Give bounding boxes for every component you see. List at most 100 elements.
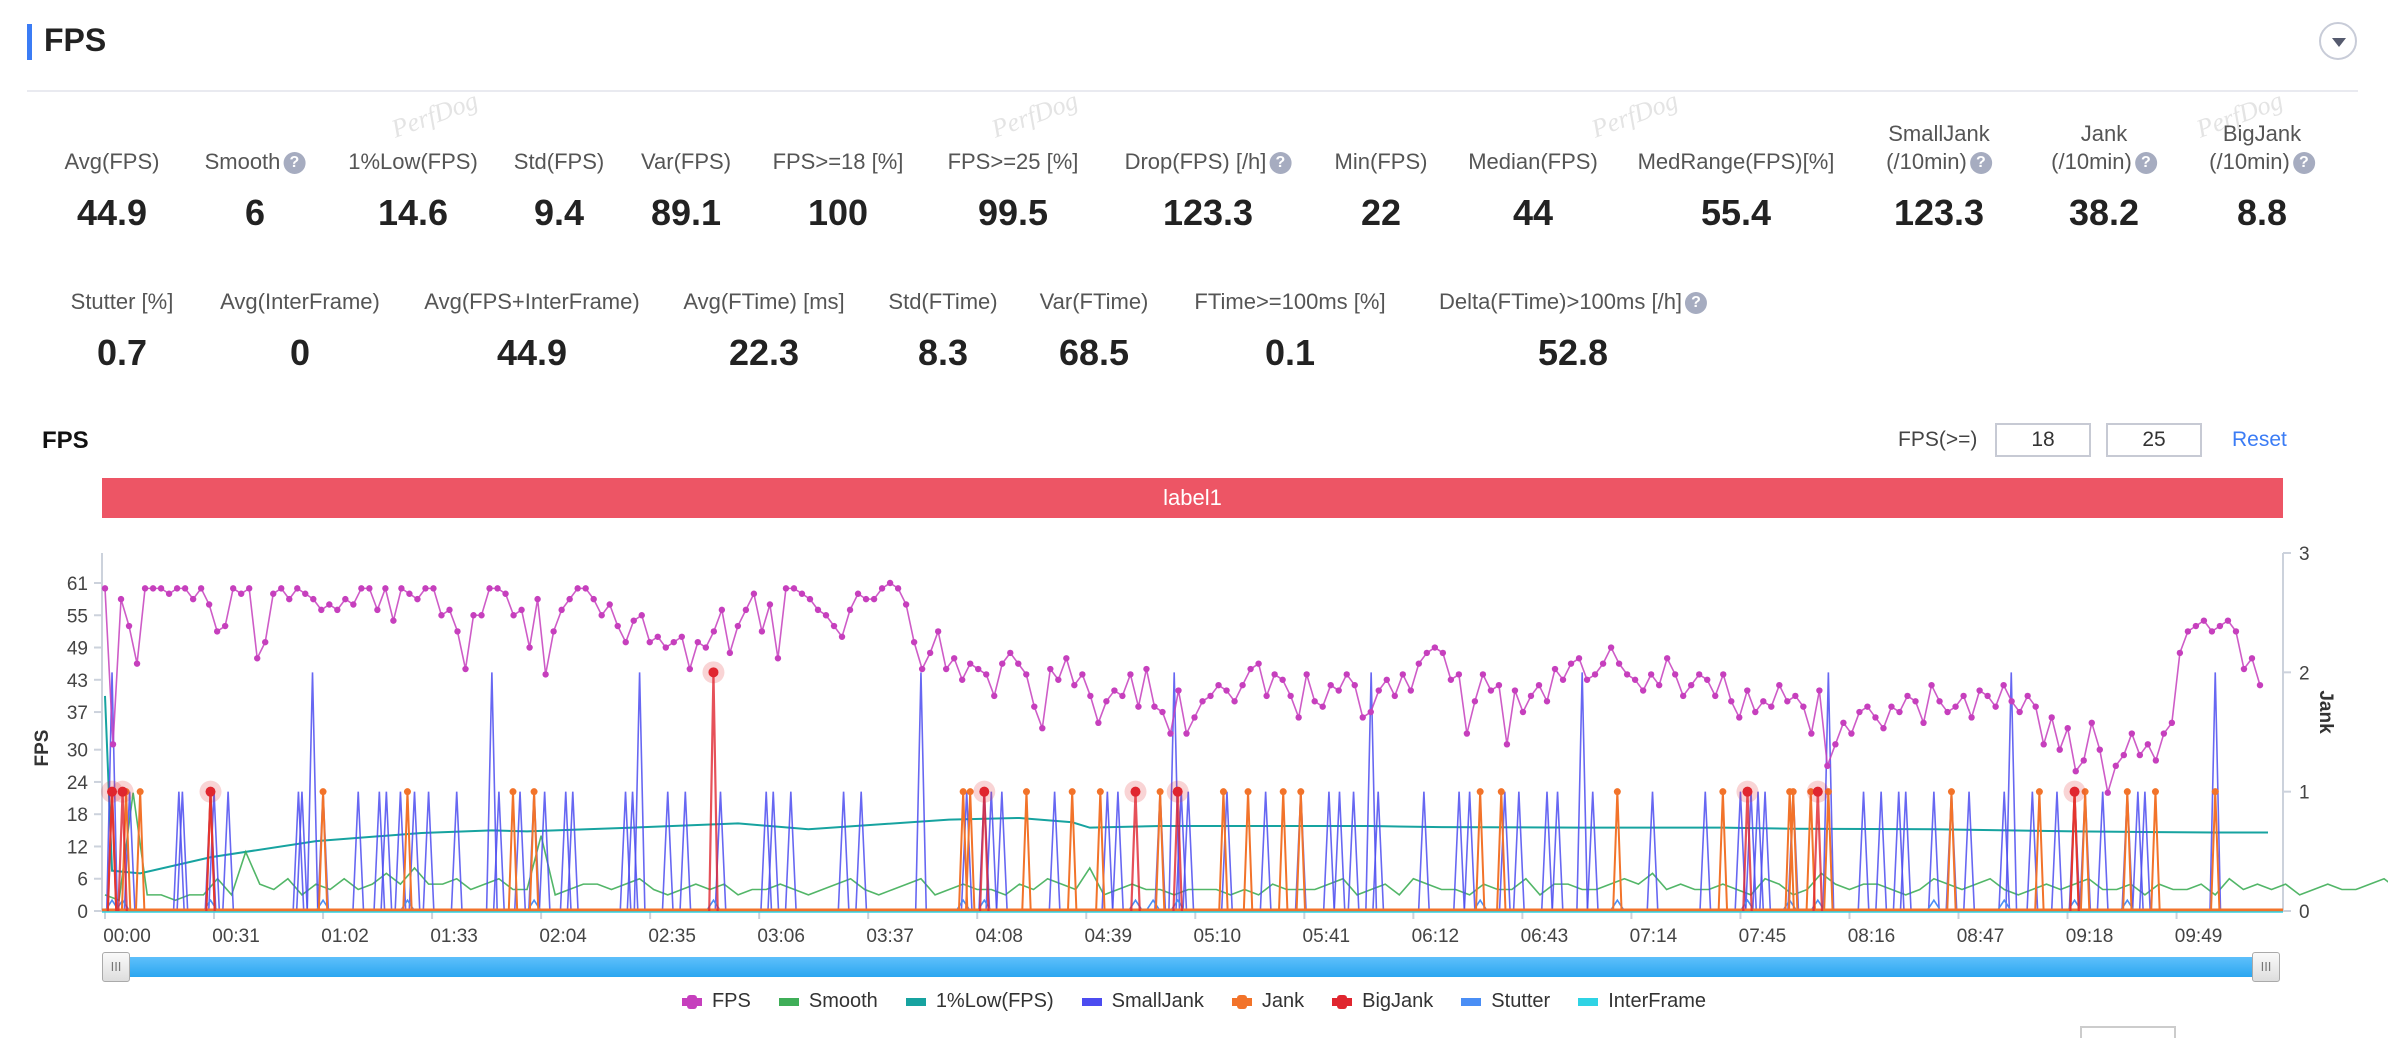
fps-point [1359, 714, 1366, 721]
fps-point [2216, 622, 2224, 630]
help-icon[interactable]: ? [2292, 152, 2315, 175]
fps-point [1207, 692, 1214, 700]
smalljank-spike [1365, 672, 1378, 912]
fps-point [1888, 703, 1895, 710]
help-icon[interactable]: ? [2134, 152, 2157, 175]
jank-spike [507, 791, 519, 912]
slider-handle-right[interactable]: III [2252, 952, 2280, 982]
stat-label-text: SmallJank [1888, 121, 1990, 146]
fps-point [614, 622, 621, 630]
fps-point [1992, 703, 1999, 710]
fps-point [454, 628, 461, 635]
legend-item-fps[interactable]: FPS [681, 990, 751, 1013]
smalljank-spike [1220, 791, 1234, 912]
stat-std-ftime: Std(FTime) 8.3 [888, 288, 997, 374]
fps-point [518, 606, 525, 614]
jank-point [2081, 788, 2089, 796]
fps-point [1215, 681, 1222, 689]
label-band[interactable]: label1 [102, 478, 2283, 518]
fps-point [862, 595, 870, 603]
stat-value: 8.3 [917, 332, 969, 373]
stat-smalljank: SmallJank (/10min)? 123.3 [1886, 120, 1992, 234]
help-icon[interactable]: ? [1685, 292, 1708, 315]
fps-point [1103, 698, 1110, 705]
help-icon[interactable]: ? [1269, 152, 1292, 175]
stat-label-text: Avg(FPS+InterFrame) [424, 289, 640, 314]
help-icon[interactable]: ? [283, 152, 306, 175]
slider-handle-left[interactable]: III [102, 952, 130, 982]
smalljank-spike [1646, 791, 1659, 912]
fps-point [2000, 681, 2007, 689]
fps-point [117, 595, 125, 603]
reset-link[interactable]: Reset [2232, 428, 2287, 451]
legend-item-smooth[interactable]: Smooth [778, 990, 878, 1013]
x-tick-label: 07:45 [1739, 926, 1787, 947]
legend-item-1-low-fps-[interactable]: 1%Low(FPS) [905, 990, 1054, 1013]
fps-point [1952, 703, 1959, 710]
y-tick-label: 49 [67, 639, 88, 660]
fps-point [1191, 714, 1198, 721]
y-tick-label: 37 [67, 703, 88, 724]
smalljank-spike [1333, 791, 1346, 912]
fps-point [1375, 687, 1382, 694]
legend-item-smalljank[interactable]: SmallJank [1081, 990, 1204, 1013]
fps-point [1824, 762, 1831, 770]
fps-point [1519, 708, 1527, 716]
stat-delta-ftime-100ms-h: Delta(FTime)>100ms [/h]? 52.8 [1439, 288, 1708, 374]
fps-point [702, 644, 710, 651]
stat-jank: Jank (/10min)? 38.2 [2051, 120, 2157, 234]
fps-point [294, 585, 301, 592]
fps-threshold-input-2[interactable] [2106, 423, 2202, 457]
x-tick-label: 09:49 [2175, 926, 2223, 947]
stat-label-unit: (/10min) [2209, 149, 2290, 174]
collapse-toggle-icon[interactable] [2319, 22, 2357, 60]
fps-point [814, 606, 822, 614]
fps-point [1471, 698, 1479, 705]
fps-point [2232, 628, 2240, 635]
fps-point [1535, 681, 1543, 689]
fps-point [886, 579, 894, 587]
fps-threshold-input-1[interactable] [1995, 423, 2091, 457]
jank-point [1096, 788, 1104, 796]
jank-point [1497, 788, 1505, 796]
fps-point [2040, 741, 2047, 748]
partial-box [2080, 1026, 2176, 1038]
x-tick-label: 04:39 [1084, 926, 1132, 947]
fps-point [1728, 698, 1735, 705]
fps-point [1976, 687, 1983, 694]
legend-item-jank[interactable]: Jank [1231, 990, 1304, 1013]
fps-point [1511, 687, 1519, 694]
fps-point [1167, 730, 1174, 737]
fps-point [318, 606, 325, 614]
smalljank-spike [626, 791, 639, 912]
stat-var-ftime: Var(FTime) 68.5 [1040, 288, 1149, 374]
fps-point [574, 585, 581, 592]
help-icon[interactable]: ? [1969, 152, 1992, 175]
x-tick-label: 01:33 [430, 926, 478, 947]
time-range-slider[interactable] [102, 957, 2267, 977]
legend-item-stutter[interactable]: Stutter [1461, 990, 1550, 1013]
fps-point [254, 655, 261, 662]
legend-swatch-icon [681, 994, 702, 1009]
jank-spike [2079, 791, 2091, 912]
chart-title: FPS [42, 427, 89, 454]
smalljank-spike [1857, 791, 1870, 912]
fps-point [1872, 714, 1879, 721]
fps-point [926, 649, 934, 657]
stat-label-text: Var(FPS) [640, 149, 732, 174]
jank-point [1156, 788, 1164, 796]
y-right-tick-label: 3 [2299, 544, 2310, 565]
legend-label: FPS [711, 990, 751, 1012]
fps-point [2256, 681, 2264, 689]
bigjank-spike [708, 672, 719, 912]
bigjank-point [708, 667, 719, 678]
fps-point [133, 660, 141, 667]
stat-label: Var(FPS) [641, 148, 731, 176]
fps-point [1599, 660, 1607, 667]
fps-point [1968, 714, 1975, 721]
fps-point [1800, 703, 1807, 710]
stat-smooth: Smooth? 6 [205, 148, 306, 234]
legend-item-interframe[interactable]: InterFrame [1578, 990, 1706, 1013]
legend-item-bigjank[interactable]: BigJank [1332, 990, 1433, 1013]
